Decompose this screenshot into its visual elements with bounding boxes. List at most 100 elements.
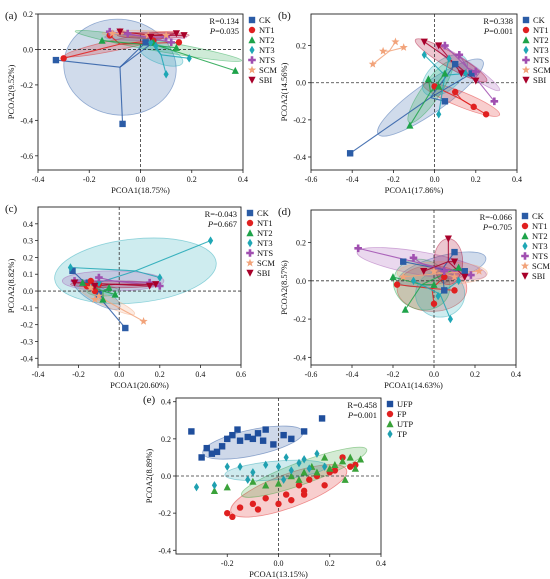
point-NTS (409, 254, 418, 262)
legend-marker-CK (521, 212, 529, 220)
legend-marker-CK (522, 16, 530, 24)
point-UTP (295, 475, 303, 483)
legend-marker-SBI (521, 272, 529, 280)
legend-marker-FP (386, 410, 394, 418)
point-NT2 (105, 283, 113, 291)
point-UFP (203, 444, 210, 452)
stat-p: P=0.667 (207, 219, 237, 229)
point-NTS (441, 41, 449, 50)
x-tick-label: 0.4 (512, 175, 522, 184)
point-NT3 (421, 50, 427, 60)
stat-p-value: =0.035 (215, 26, 239, 36)
point-NT3 (186, 54, 192, 63)
x-axis-label: PCOA1(18.75%) (111, 185, 170, 195)
spider-line-NT3 (423, 54, 446, 76)
point-CK (69, 267, 76, 275)
point-SCM (368, 59, 377, 68)
point-UTP (321, 453, 329, 461)
legend-label-FP: FP (397, 409, 407, 419)
point-UFP (259, 437, 267, 444)
point-UTP (346, 453, 354, 461)
x-tick-label: -0.6 (305, 175, 318, 184)
legend-label-SCM: SCM (533, 65, 550, 75)
point-CK (122, 324, 129, 332)
point-TP (193, 482, 200, 492)
spider-line-NT3 (413, 280, 441, 295)
point-NTS (105, 27, 114, 36)
point-NT3 (157, 273, 163, 282)
point-UFP (300, 428, 308, 435)
point-NT2 (435, 82, 443, 90)
point-NTS (467, 271, 475, 279)
point-SBI (435, 42, 443, 50)
legend-label-NT3: NT3 (259, 45, 275, 55)
stat-r: R=0.458 (347, 400, 377, 410)
point-UFP (234, 426, 241, 433)
point-UFP (249, 435, 257, 443)
point-SBI (450, 258, 459, 266)
legend-label-TP: TP (397, 429, 407, 439)
x-tick-label: -0.4 (346, 175, 359, 184)
y-tick-label: 0.1 (23, 270, 33, 279)
spider-line-NT2 (102, 290, 116, 295)
point-SCM (391, 37, 400, 46)
point-SCM (475, 266, 484, 275)
point-SCM (379, 46, 388, 55)
y-tick-label: 0.4 (23, 220, 33, 229)
legend-label-NT1: NT1 (259, 25, 275, 35)
spider-line-NT2 (102, 40, 159, 47)
point-UTP (300, 468, 308, 476)
y-tick-label: -0.4 (293, 353, 306, 362)
legend-label-NTS: NTS (532, 251, 548, 261)
point-NT1 (393, 281, 401, 288)
point-UTP (356, 455, 365, 463)
y-tick-label: -0.1 (20, 304, 33, 313)
spider-line-CK (119, 67, 124, 124)
legend-label-NT2: NT2 (532, 231, 548, 241)
x-tick-label: -0.2 (83, 175, 96, 184)
point-FP (306, 476, 313, 483)
point-TP (288, 466, 294, 475)
y-tick-label: -0.2 (293, 116, 306, 125)
panel-d: -0.6 -0.4 -0.2 0.0 0.2 0.4 -0.4 -0.2 0.0 0.2 PCOA1… (278, 206, 550, 390)
point-SBI (146, 282, 154, 290)
point-UTP (223, 483, 231, 491)
legend-marker-SBI (248, 76, 256, 84)
point-NTS (440, 267, 449, 276)
spider-line-NT2 (158, 45, 236, 72)
point-UFP (208, 450, 216, 457)
panel-letter: (b) (278, 10, 291, 22)
stat-r: R=-0.066 (480, 212, 512, 222)
spider-line-CK (119, 41, 154, 68)
point-NT2 (99, 295, 107, 303)
point-CK (441, 287, 448, 294)
point-SCM (450, 272, 459, 281)
legend-marker-UTP (386, 420, 394, 428)
point-SCM (399, 43, 408, 51)
legend-marker-NT2 (521, 232, 529, 240)
legend-marker-NTS (521, 252, 529, 260)
spider-line-NT2 (409, 91, 431, 126)
legend-marker-SCM (245, 258, 255, 267)
point-NT2 (441, 69, 449, 77)
x-axis-label: PCOA1(17.86%) (385, 185, 444, 195)
spider-line-NT2 (392, 276, 422, 286)
legend-marker-NT3 (523, 45, 529, 55)
point-TP (224, 462, 230, 471)
point-SBI (444, 235, 452, 243)
point-UFP (244, 433, 251, 441)
x-tick-label: 0.4 (238, 175, 248, 184)
point-FP (295, 482, 303, 489)
stat-p-value: =0.001 (489, 26, 513, 36)
plot-area-e (176, 398, 381, 554)
ellipse-UFP (202, 425, 304, 460)
spider-line-SCM (389, 46, 404, 52)
y-tick-label: 0.2 (23, 10, 33, 19)
point-UTP (326, 464, 334, 472)
point-UTP (249, 477, 257, 485)
point-FP (282, 491, 290, 498)
y-tick-label: 0.2 (23, 253, 33, 262)
plot-frame-c (37, 206, 242, 366)
legend-marker-NT1 (521, 222, 529, 230)
point-UTP (262, 481, 270, 489)
